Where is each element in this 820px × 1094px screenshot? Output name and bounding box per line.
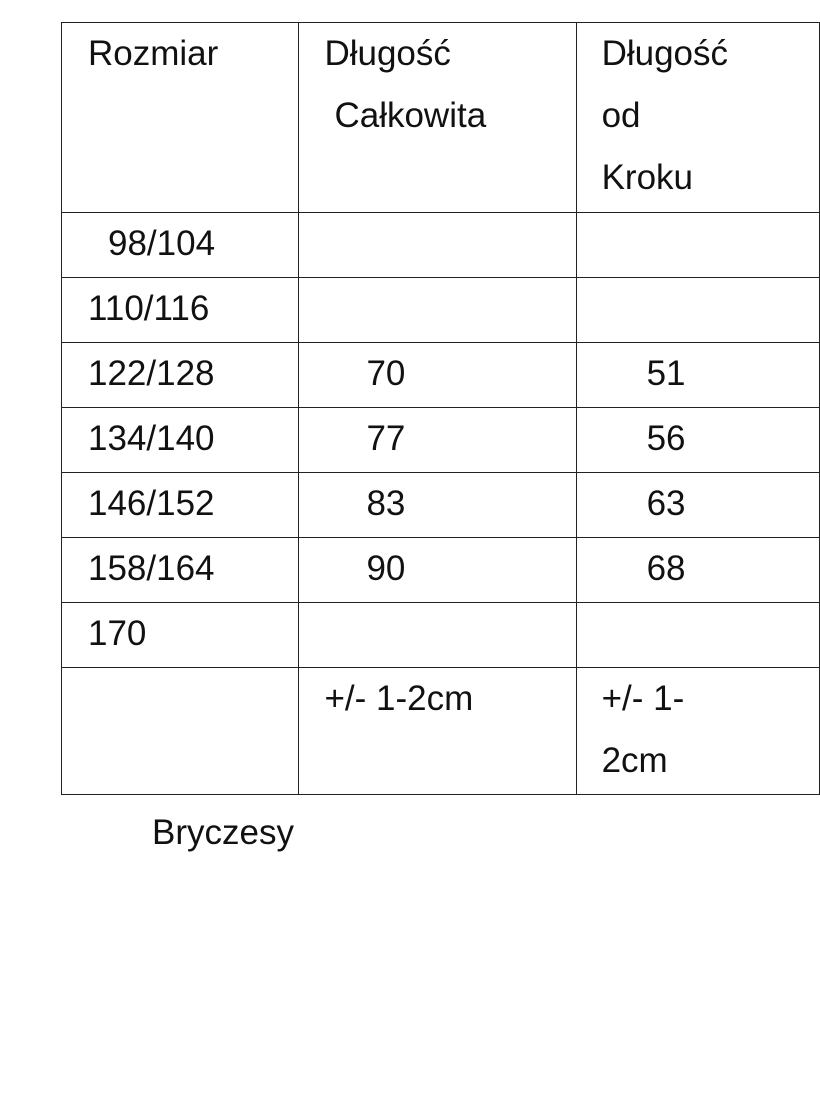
inseam-length-cell: 68 xyxy=(575,537,820,603)
table-row: 170 xyxy=(60,602,820,668)
header-total-line1: Długość xyxy=(324,34,451,73)
header-row: Rozmiar Długość Całkowita Długość od Kro… xyxy=(60,22,820,213)
header-inseam-line1: Długość xyxy=(601,34,729,73)
tolerance-empty xyxy=(60,667,300,795)
tolerance-total-text: +/- 1-2cm xyxy=(324,679,474,718)
size-cell: 170 xyxy=(60,602,300,668)
total-length-cell xyxy=(298,212,577,278)
caption: Bryczesy xyxy=(152,813,294,852)
size-cell: 110/116 xyxy=(60,277,300,343)
header-total-line2: Całkowita xyxy=(334,96,487,135)
tolerance-inseam: +/- 1- 2cm xyxy=(575,667,820,795)
total-length-cell xyxy=(298,602,577,668)
inseam-length-cell: 63 xyxy=(575,472,820,538)
inseam-length-cell xyxy=(575,212,820,278)
header-inseam-length: Długość od Kroku xyxy=(575,22,820,213)
header-total-length: Długość Całkowita xyxy=(298,22,577,213)
header-size-text: Rozmiar xyxy=(88,34,219,73)
table-row: 146/152 83 63 xyxy=(60,472,820,538)
inseam-length-cell: 51 xyxy=(575,342,820,408)
total-length-cell: 90 xyxy=(298,537,577,603)
size-cell: 146/152 xyxy=(60,472,300,538)
tolerance-inseam-line1: +/- 1- xyxy=(601,679,685,718)
tolerance-row: +/- 1-2cm +/- 1- 2cm xyxy=(60,667,820,795)
tolerance-total: +/- 1-2cm xyxy=(298,667,577,795)
table-row: 122/128 70 51 xyxy=(60,342,820,408)
total-length-cell xyxy=(298,277,577,343)
size-cell: 158/164 xyxy=(60,537,300,603)
tolerance-inseam-line2: 2cm xyxy=(601,741,668,780)
table-row: 98/104 xyxy=(60,212,820,278)
inseam-length-cell xyxy=(575,602,820,668)
header-inseam-line2: od xyxy=(601,96,641,135)
header-inseam-line3: Kroku xyxy=(601,158,694,197)
total-length-cell: 83 xyxy=(298,472,577,538)
table-row: 110/116 xyxy=(60,277,820,343)
total-length-cell: 77 xyxy=(298,407,577,473)
size-cell: 134/140 xyxy=(60,407,300,473)
size-table: Rozmiar Długość Całkowita Długość od Kro… xyxy=(60,22,820,795)
table-row: 158/164 90 68 xyxy=(60,537,820,603)
table-row: 134/140 77 56 xyxy=(60,407,820,473)
header-size: Rozmiar xyxy=(60,22,300,213)
inseam-length-cell: 56 xyxy=(575,407,820,473)
inseam-length-cell xyxy=(575,277,820,343)
total-length-cell: 70 xyxy=(298,342,577,408)
size-cell: 122/128 xyxy=(60,342,300,408)
size-cell: 98/104 xyxy=(60,212,300,278)
